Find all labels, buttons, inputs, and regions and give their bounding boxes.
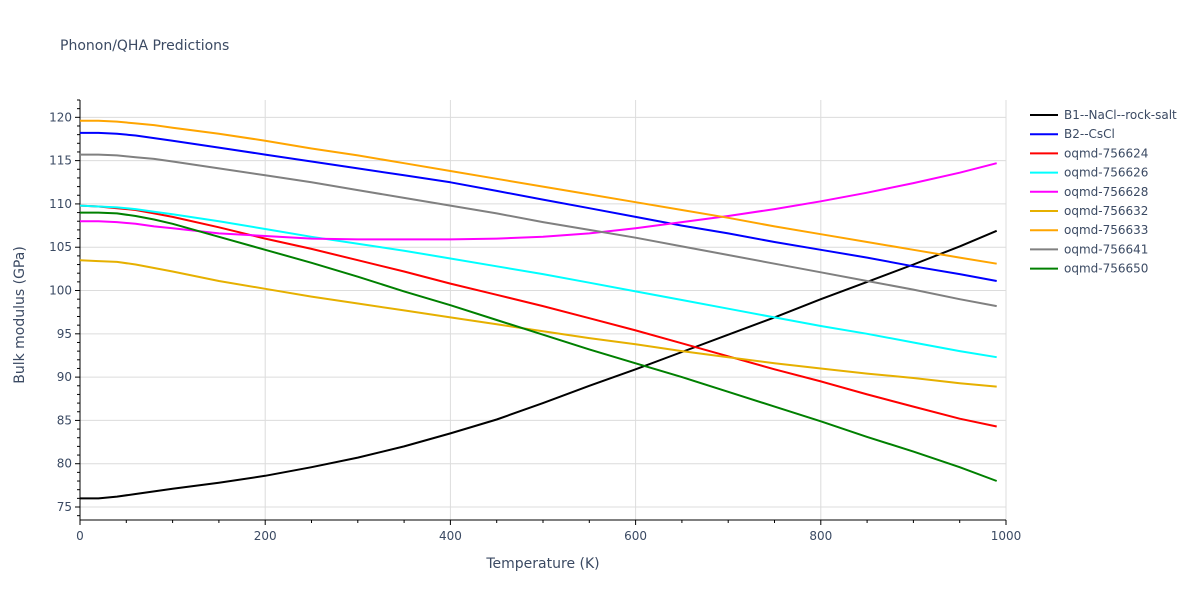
y-tick-label: 80 — [57, 457, 72, 471]
legend-entry: B2--CsCl — [1064, 127, 1115, 141]
series-line-oqmd-756633 — [80, 119, 997, 265]
legend-entry: oqmd-756641 — [1064, 242, 1148, 256]
x-tick-label: 200 — [254, 529, 277, 543]
series-line-B1--NaCl--rock-salt — [80, 229, 998, 500]
chart-title: Phonon/QHA Predictions — [60, 38, 229, 54]
y-tick-label: 105 — [49, 240, 72, 254]
series-line-oqmd-756624 — [79, 204, 997, 428]
y-tick-label: 115 — [49, 154, 72, 168]
x-tick-label: 600 — [624, 529, 647, 543]
legend-entry: B1--NaCl--rock-salt — [1064, 108, 1177, 122]
y-tick-label: 75 — [57, 500, 72, 514]
axes: 0 200 400 600 800 1000 75 80 85 90 95 100 105 110 115 1… — [49, 99, 1022, 543]
x-axis-label: Temperature (K) — [485, 556, 599, 572]
legend-entry: oqmd-756626 — [1064, 166, 1148, 180]
legend: B1--NaCl--rock-salt B2--CsCl oqmd-756624 oq… — [1030, 108, 1177, 276]
y-tick-label: 85 — [57, 413, 72, 427]
x-tick-label: 1000 — [991, 529, 1022, 543]
series-line-oqmd-756641 — [80, 153, 997, 308]
legend-entry: oqmd-756628 — [1064, 185, 1148, 199]
y-tick-label: 110 — [49, 197, 72, 211]
series-line-oqmd-756650 — [80, 211, 998, 482]
grid-lines — [79, 100, 1007, 520]
x-tick-label: 0 — [76, 529, 84, 543]
series-line-oqmd-756626 — [79, 204, 997, 359]
series-line-oqmd-756632 — [79, 259, 997, 388]
x-tick-label: 400 — [439, 529, 462, 543]
x-tick-label: 800 — [809, 529, 832, 543]
series-lines — [79, 119, 998, 500]
legend-entry: oqmd-756632 — [1064, 204, 1148, 218]
y-tick-label: 120 — [49, 110, 72, 124]
y-axis-label: Bulk modulus (GPa) — [12, 246, 28, 384]
series-line-B2--CsCl — [80, 131, 997, 282]
legend-entry: oqmd-756650 — [1064, 262, 1148, 276]
legend-entry: oqmd-756624 — [1064, 146, 1148, 160]
legend-entry: oqmd-756633 — [1064, 223, 1148, 237]
y-tick-label: 100 — [49, 284, 72, 298]
y-tick-label: 90 — [57, 370, 72, 384]
series-line-oqmd-756628 — [80, 162, 997, 241]
y-tick-label: 95 — [57, 327, 72, 341]
